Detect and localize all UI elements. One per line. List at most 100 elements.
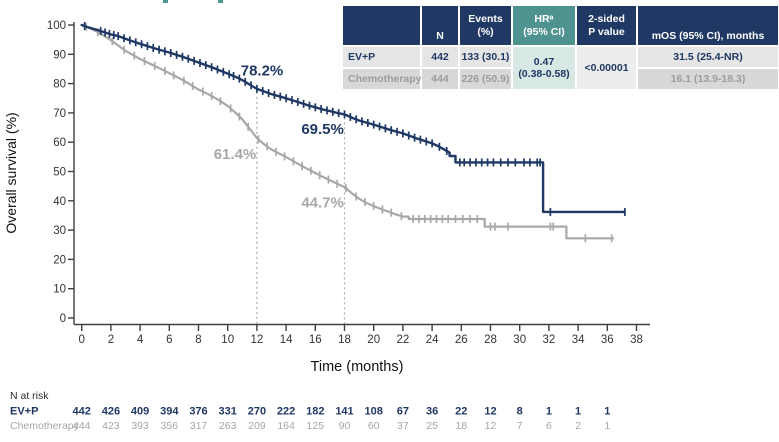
stats-hr-value: 0.47 (0.38-0.58) [513, 47, 575, 89]
svg-text:34: 34 [572, 334, 585, 346]
svg-text:37: 37 [397, 420, 409, 432]
svg-text:331: 331 [219, 406, 237, 418]
svg-text:4: 4 [137, 334, 144, 346]
svg-text:8: 8 [195, 334, 201, 346]
risk-table-title: N at risk [10, 390, 49, 402]
stats-header-mos: mOS (95% CI), months [638, 6, 778, 45]
svg-text:28: 28 [484, 334, 497, 346]
svg-text:30: 30 [53, 225, 66, 237]
svg-text:394: 394 [160, 406, 179, 418]
svg-text:6: 6 [166, 334, 172, 346]
svg-text:40: 40 [53, 196, 66, 208]
svg-text:25: 25 [426, 420, 438, 432]
svg-text:442: 442 [73, 406, 91, 418]
annotation-78.2%: 78.2% [241, 62, 284, 79]
stats-header-n: N [422, 6, 458, 45]
svg-text:164: 164 [277, 420, 295, 432]
svg-text:423: 423 [102, 420, 120, 432]
stats-evp-n: 442 [422, 47, 458, 67]
svg-text:376: 376 [189, 406, 207, 418]
svg-text:2: 2 [108, 334, 114, 346]
stats-header-hr: HRᵃ (95% CI) [513, 6, 575, 45]
svg-text:393: 393 [131, 420, 149, 432]
svg-text:141: 141 [335, 406, 353, 418]
svg-text:356: 356 [161, 420, 179, 432]
svg-text:6: 6 [546, 420, 552, 432]
cropped-title-artifact [218, 0, 223, 3]
svg-text:209: 209 [248, 420, 266, 432]
svg-text:317: 317 [190, 420, 208, 432]
svg-text:222: 222 [277, 406, 295, 418]
svg-text:12: 12 [485, 420, 497, 432]
cropped-title-artifact [163, 0, 168, 3]
stats-chemo-events: 226 (50.9) [460, 69, 511, 89]
svg-text:1: 1 [604, 406, 610, 418]
svg-text:0: 0 [60, 313, 66, 325]
stats-p-value: <0.00001 [577, 47, 636, 89]
svg-text:444: 444 [73, 420, 91, 432]
series-ev-p [80, 22, 626, 216]
svg-text:32: 32 [543, 334, 556, 346]
svg-text:16: 16 [309, 334, 322, 346]
svg-text:1: 1 [546, 406, 552, 418]
svg-text:0: 0 [78, 334, 84, 346]
svg-text:50: 50 [53, 167, 66, 179]
svg-text:24: 24 [426, 334, 439, 346]
svg-text:12: 12 [251, 334, 264, 346]
stats-header-blank [343, 6, 420, 45]
stats-row-label-chemo: Chemotherapy [343, 69, 422, 89]
svg-text:36: 36 [601, 334, 614, 346]
stats-chemo-n: 444 [422, 69, 458, 89]
svg-text:426: 426 [102, 406, 120, 418]
svg-text:80: 80 [53, 79, 66, 91]
svg-text:263: 263 [219, 420, 237, 432]
svg-text:409: 409 [131, 406, 149, 418]
svg-text:60: 60 [368, 420, 380, 432]
svg-text:22: 22 [455, 406, 467, 418]
svg-text:7: 7 [517, 420, 523, 432]
svg-text:26: 26 [455, 334, 468, 346]
axes [68, 22, 650, 331]
annotation-61.4%: 61.4% [214, 146, 257, 163]
series-chemotherapy [80, 22, 615, 243]
svg-text:60: 60 [53, 137, 66, 149]
stats-table: N Events (%) HRᵃ (95% CI) 2-sided P valu… [343, 6, 778, 89]
svg-text:14: 14 [280, 334, 293, 346]
x-axis-title: Time (months) [311, 359, 404, 375]
svg-text:Chemotherapy: Chemotherapy [10, 420, 80, 432]
svg-text:67: 67 [397, 406, 409, 418]
y-axis-title: Overall survival (%) [3, 112, 19, 233]
svg-text:125: 125 [307, 420, 325, 432]
annotation-69.5%: 69.5% [301, 121, 344, 138]
stats-header-pvalue: 2-sided P value [577, 6, 636, 45]
stats-evp-mos: 31.5 (25.4-NR) [638, 47, 778, 67]
svg-text:2: 2 [575, 420, 581, 432]
stats-evp-events: 133 (30.1) [460, 47, 511, 67]
stats-chemo-mos: 16.1 (13.9-18.3) [638, 69, 778, 89]
svg-text:EV+P: EV+P [10, 406, 38, 418]
svg-text:182: 182 [306, 406, 324, 418]
risk-row-ev-p: EV+P 442 426 409 394 376 331 270 222 182 141 108 67 3… [10, 406, 610, 418]
stats-header-events: Events (%) [460, 6, 511, 45]
svg-text:108: 108 [365, 406, 383, 418]
svg-text:1: 1 [575, 406, 581, 418]
svg-text:12: 12 [484, 406, 496, 418]
svg-text:22: 22 [397, 334, 410, 346]
svg-text:70: 70 [53, 108, 66, 120]
svg-text:38: 38 [630, 334, 643, 346]
svg-text:90: 90 [53, 49, 66, 61]
svg-text:8: 8 [517, 406, 523, 418]
svg-text:270: 270 [248, 406, 266, 418]
svg-text:90: 90 [339, 420, 351, 432]
svg-text:30: 30 [513, 334, 526, 346]
svg-text:36: 36 [426, 406, 438, 418]
svg-text:10: 10 [221, 334, 234, 346]
svg-text:20: 20 [53, 254, 66, 266]
svg-text:20: 20 [367, 334, 380, 346]
stats-row-label-evp: EV+P [343, 47, 420, 67]
svg-text:100: 100 [47, 20, 66, 32]
